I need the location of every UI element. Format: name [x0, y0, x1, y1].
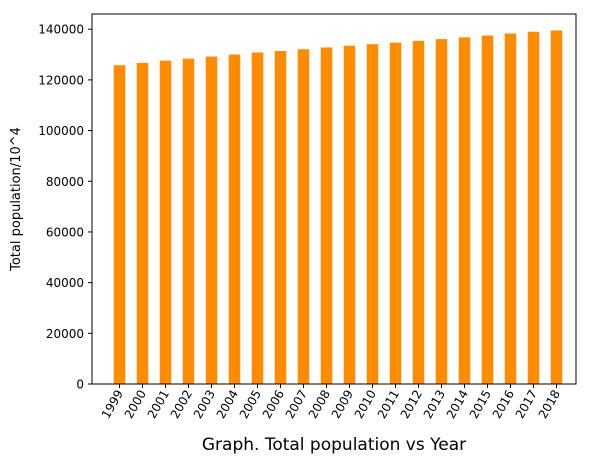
x-tick-label: 2012	[398, 388, 425, 421]
bar-2008	[320, 47, 333, 384]
bar-2010	[366, 44, 379, 384]
x-tick-label: 2018	[536, 388, 563, 421]
x-tick-label: 2008	[306, 388, 333, 421]
bar-2013	[435, 39, 448, 385]
x-tick-label: 2005	[237, 388, 264, 421]
x-tick-label: 2000	[122, 388, 149, 421]
x-axis: 1999200020012002200320042005200620072008…	[99, 384, 563, 421]
x-tick-label: 2003	[191, 388, 218, 421]
bar-2002	[182, 58, 195, 384]
y-axis: 0 20000 40000 60000 80000 100000 120000 140000	[38, 23, 92, 392]
y-tick-label: 80000	[46, 175, 84, 189]
bar-2014	[458, 37, 471, 384]
x-tick-label: 2013	[421, 388, 448, 421]
bar-2006	[274, 51, 287, 384]
bar-2004	[228, 54, 241, 385]
x-tick-label: 1999	[99, 388, 126, 421]
y-tick-label: 40000	[46, 276, 84, 290]
bar-2009	[343, 45, 356, 385]
bar-2005	[251, 52, 264, 385]
y-tick-label: 120000	[38, 73, 84, 87]
x-tick-label: 2004	[214, 388, 241, 421]
x-axis-label: Graph. Total population vs Year	[202, 435, 466, 455]
bar-2007	[297, 49, 310, 384]
x-tick-label: 2007	[283, 388, 310, 421]
x-tick-label: 2010	[352, 388, 379, 421]
bar-2012	[412, 40, 425, 385]
plot-frame	[91, 13, 577, 385]
bar-2018	[550, 30, 563, 384]
y-tick-label: 100000	[38, 124, 84, 138]
bar-2016	[504, 33, 517, 384]
y-tick-label: 20000	[46, 327, 84, 341]
x-tick-label: 2002	[168, 388, 195, 421]
y-axis-label: Total population/10^4	[9, 127, 24, 272]
bar-2011	[389, 42, 402, 384]
y-tick-label: 60000	[46, 225, 84, 239]
x-tick-label: 2011	[375, 388, 402, 421]
x-tick-label: 2016	[490, 388, 517, 421]
bar-2015	[481, 35, 494, 384]
bar-2001	[159, 60, 172, 384]
bar-2003	[205, 56, 218, 384]
bars-group	[113, 30, 563, 385]
x-tick-label: 2015	[467, 388, 494, 421]
bar-2000	[136, 62, 149, 384]
y-tick-label: 0	[76, 378, 84, 392]
x-tick-label: 2001	[145, 388, 172, 421]
bar-2017	[527, 31, 540, 385]
x-tick-label: 2009	[329, 388, 356, 421]
x-tick-label: 2017	[513, 388, 540, 421]
x-tick-label: 2006	[260, 388, 287, 421]
bar-1999	[113, 65, 126, 384]
x-tick-label: 2014	[444, 388, 471, 421]
y-tick-label: 140000	[38, 23, 84, 37]
